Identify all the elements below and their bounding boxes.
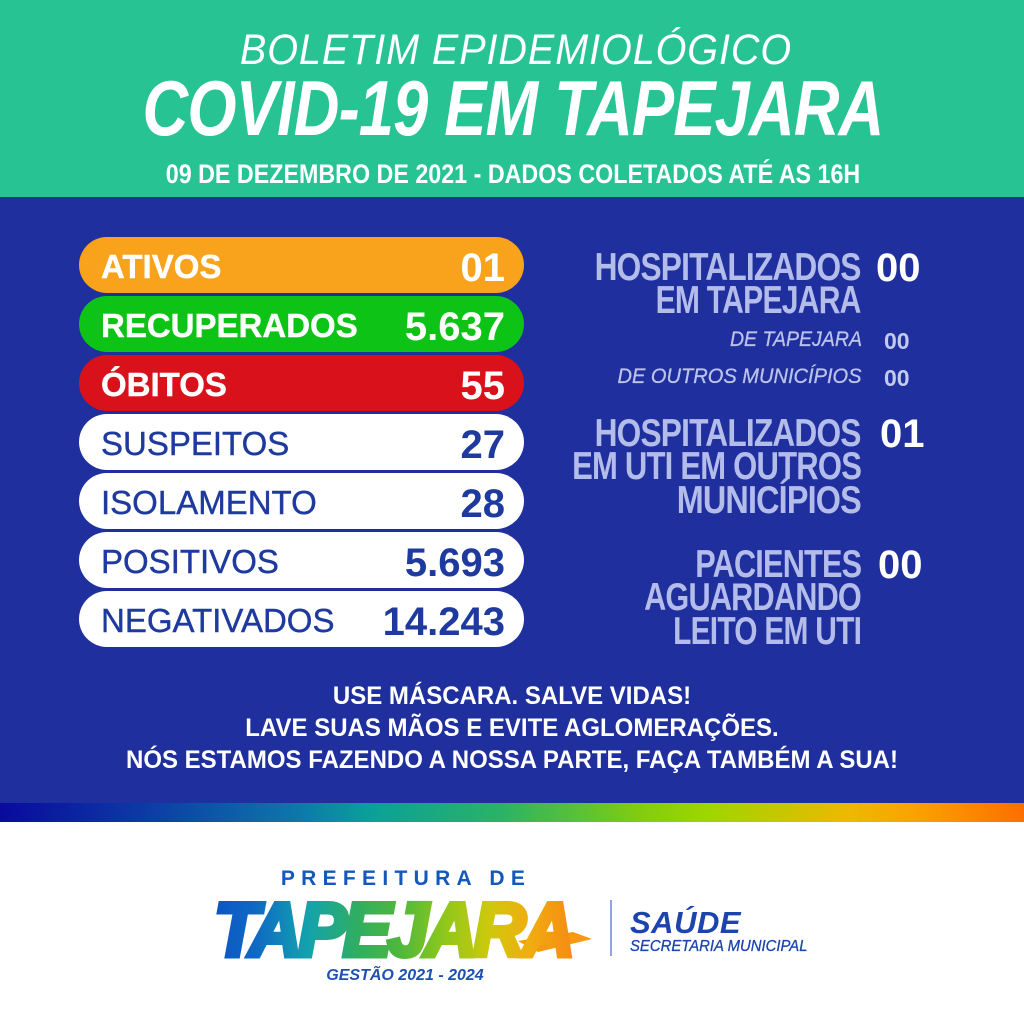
svg-text:TAPEJARA: TAPEJARA bbox=[214, 890, 571, 965]
